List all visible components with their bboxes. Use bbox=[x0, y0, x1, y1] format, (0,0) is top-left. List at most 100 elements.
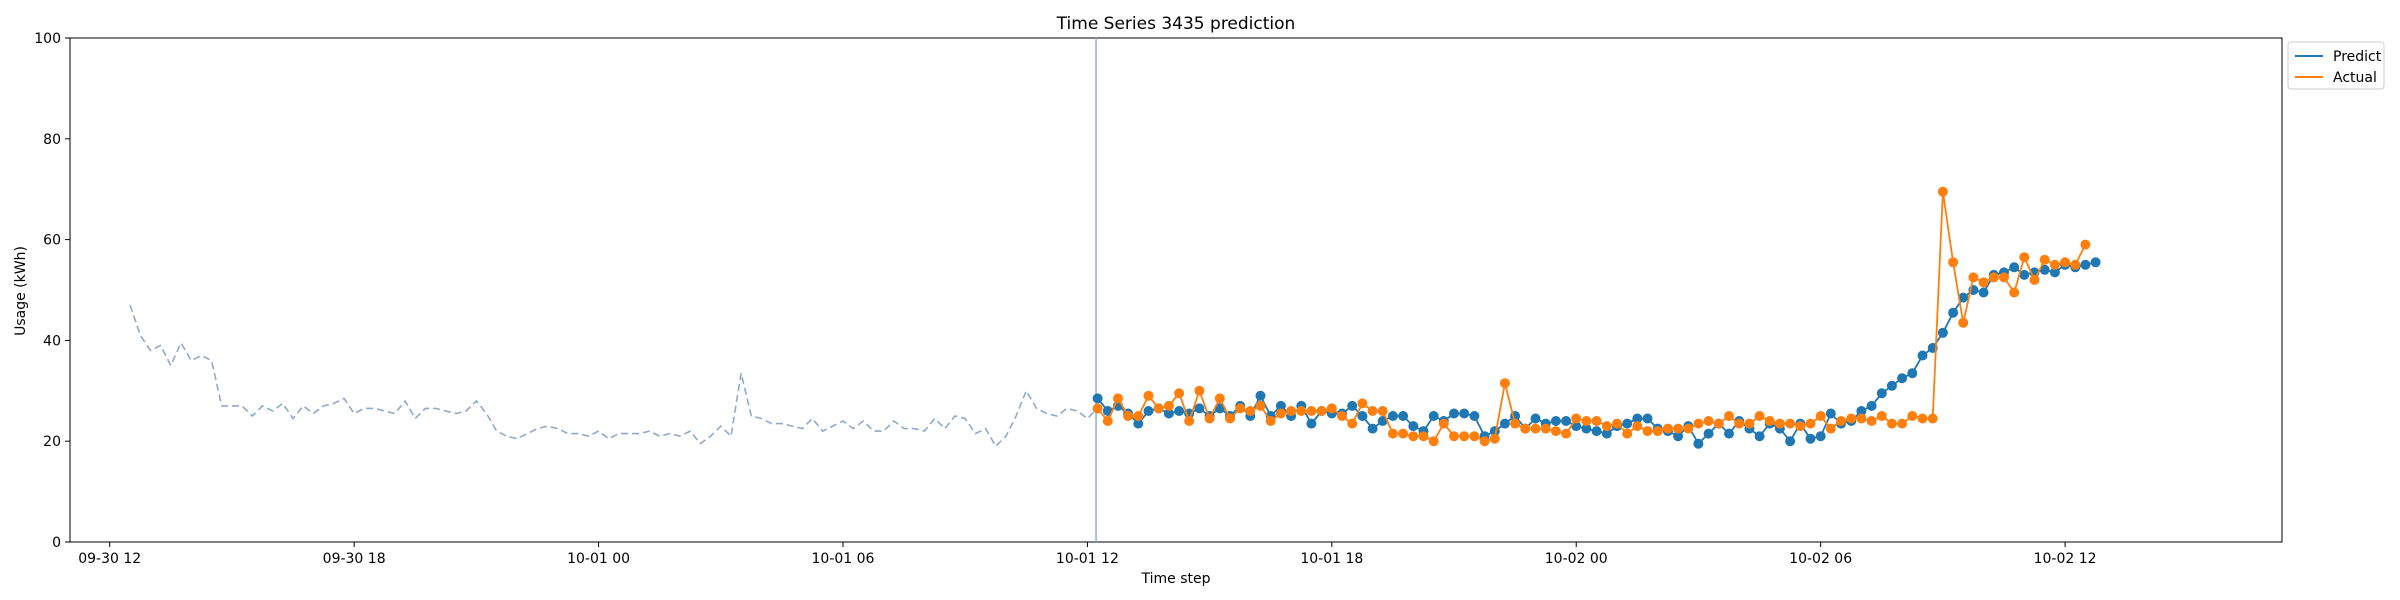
actual-point bbox=[1438, 418, 1449, 429]
predict-point bbox=[2090, 257, 2101, 268]
actual-point bbox=[1856, 413, 1867, 424]
actual-point bbox=[2049, 259, 2060, 270]
actual-point bbox=[1184, 416, 1195, 426]
actual-point bbox=[1316, 406, 1327, 416]
actual-point bbox=[1123, 411, 1134, 421]
actual-point bbox=[1734, 418, 1745, 429]
x-tick-label: 09-30 18 bbox=[323, 551, 386, 567]
actual-point bbox=[1337, 411, 1347, 421]
actual-point bbox=[2080, 239, 2091, 250]
actual-point bbox=[1326, 403, 1337, 414]
actual-point bbox=[1102, 416, 1113, 426]
predict-point bbox=[1133, 418, 1144, 429]
actual-point bbox=[1703, 416, 1714, 426]
actual-point bbox=[1937, 186, 1948, 197]
actual-point bbox=[1449, 431, 1459, 442]
actual-point bbox=[1489, 433, 1500, 444]
y-tick-label: 0 bbox=[52, 535, 61, 551]
actual-point bbox=[1591, 416, 1602, 426]
actual-point bbox=[1479, 436, 1490, 447]
actual-point bbox=[1958, 317, 1969, 328]
actual-point bbox=[1204, 413, 1215, 424]
predict-point bbox=[1163, 408, 1174, 419]
actual-point bbox=[1306, 406, 1317, 416]
plot-frame bbox=[69, 37, 2283, 543]
x-tick-label: 10-01 12 bbox=[1056, 551, 1119, 567]
legend-label-actual: Actual bbox=[2333, 70, 2377, 86]
predict-point bbox=[1550, 416, 1561, 426]
actual-point bbox=[1113, 393, 1123, 404]
predict-point bbox=[1632, 413, 1643, 424]
actual-point bbox=[1092, 403, 1103, 414]
predict-point bbox=[2039, 264, 2050, 275]
actual-point bbox=[1917, 413, 1928, 424]
predict-point bbox=[1937, 327, 1948, 338]
actual-point bbox=[1907, 411, 1918, 421]
actual-point bbox=[1540, 423, 1551, 434]
predict-point bbox=[1194, 403, 1205, 414]
actual-point bbox=[1459, 431, 1470, 442]
predict-point bbox=[1907, 368, 1918, 379]
actual-point bbox=[1357, 398, 1368, 409]
actual-point bbox=[1255, 400, 1266, 411]
predict-point bbox=[1174, 406, 1185, 416]
predict-point bbox=[1530, 413, 1541, 424]
actual-point bbox=[2019, 252, 2030, 263]
actual-point bbox=[1499, 378, 1510, 389]
actual-point bbox=[1988, 272, 1999, 283]
predict-point bbox=[1866, 400, 1877, 411]
actual-point bbox=[1418, 431, 1429, 442]
predict-point bbox=[1886, 380, 1897, 391]
predict-point bbox=[1693, 438, 1704, 449]
predict-point bbox=[1917, 350, 1928, 361]
actual-point bbox=[1805, 418, 1816, 429]
actual-point bbox=[1846, 413, 1857, 424]
predict-point bbox=[1357, 411, 1368, 421]
actual-point bbox=[1275, 408, 1286, 419]
predict-point bbox=[1408, 421, 1419, 432]
predict-point bbox=[1459, 408, 1470, 419]
predict-point bbox=[1214, 403, 1225, 414]
actual-point bbox=[1520, 423, 1531, 434]
actual-point bbox=[1948, 257, 1959, 268]
predict-point bbox=[1825, 408, 1836, 419]
predict-point bbox=[1622, 418, 1633, 429]
predict-point bbox=[1978, 287, 1989, 298]
actual-point bbox=[1601, 421, 1612, 432]
actual-point bbox=[2070, 259, 2081, 270]
actual-point bbox=[1174, 388, 1185, 399]
actual-point bbox=[1561, 428, 1572, 439]
y-tick-label: 100 bbox=[34, 31, 61, 47]
predict-point bbox=[2019, 269, 2030, 280]
actual-point bbox=[1286, 406, 1297, 416]
x-tick-label: 09-30 12 bbox=[78, 551, 141, 567]
predict-point bbox=[1275, 400, 1286, 411]
actual-point bbox=[1571, 413, 1582, 424]
predict-point bbox=[1469, 411, 1480, 421]
predict-point bbox=[2080, 259, 2091, 270]
actual-point bbox=[1469, 431, 1480, 442]
actual-point bbox=[1408, 431, 1419, 442]
actual-point bbox=[1744, 418, 1755, 429]
actual-point bbox=[1724, 411, 1734, 421]
predict-point bbox=[1591, 426, 1602, 437]
actual-point bbox=[2039, 254, 2050, 265]
predict-point bbox=[1143, 406, 1154, 416]
actual-point bbox=[1398, 428, 1409, 439]
predict-point bbox=[1642, 413, 1653, 424]
actual-point bbox=[1978, 277, 1989, 288]
actual-point bbox=[1143, 390, 1154, 401]
predict-point bbox=[1398, 411, 1409, 421]
predict-point bbox=[1449, 408, 1459, 419]
predict-point bbox=[1347, 400, 1358, 411]
actual-point bbox=[1642, 426, 1653, 437]
actual-point bbox=[1754, 411, 1765, 421]
actual-point bbox=[1866, 416, 1877, 426]
x-tick-label: 10-02 12 bbox=[2034, 551, 2097, 567]
predict-point bbox=[1601, 428, 1612, 439]
x-axis-label: Time step bbox=[1141, 571, 1211, 587]
plot-area: 0 20 40 60 80 100 09-30 12 09-30 18 10-01 00 10-0… bbox=[34, 31, 2283, 567]
predict-point bbox=[1673, 431, 1684, 442]
legend-label-predict: Predict bbox=[2333, 49, 2382, 65]
